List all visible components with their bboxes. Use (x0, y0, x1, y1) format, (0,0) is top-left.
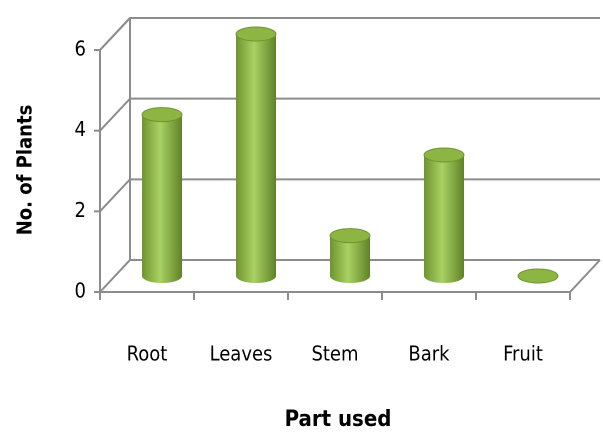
bar (423, 147, 465, 283)
grid-line (99, 97, 600, 132)
y-tick-label: 2 (75, 198, 86, 222)
grid-line (99, 17, 600, 51)
x-tick-label: Fruit (503, 342, 543, 366)
x-axis-title: Part used (285, 407, 392, 432)
bar (329, 228, 371, 283)
bar (517, 268, 559, 284)
y-tick-label: 0 (75, 279, 86, 303)
x-tick-label: Stem (311, 342, 358, 366)
y-tick-label: 6 (75, 37, 86, 61)
x-tick-label: Bark (408, 342, 450, 366)
x-tick-label: Root (127, 342, 168, 366)
bar (235, 26, 277, 283)
x-tick-label: Leaves (210, 342, 273, 366)
y-axis-title: No. of Plants (13, 105, 37, 236)
y-tick-label: 4 (75, 117, 86, 141)
bar (141, 107, 183, 284)
